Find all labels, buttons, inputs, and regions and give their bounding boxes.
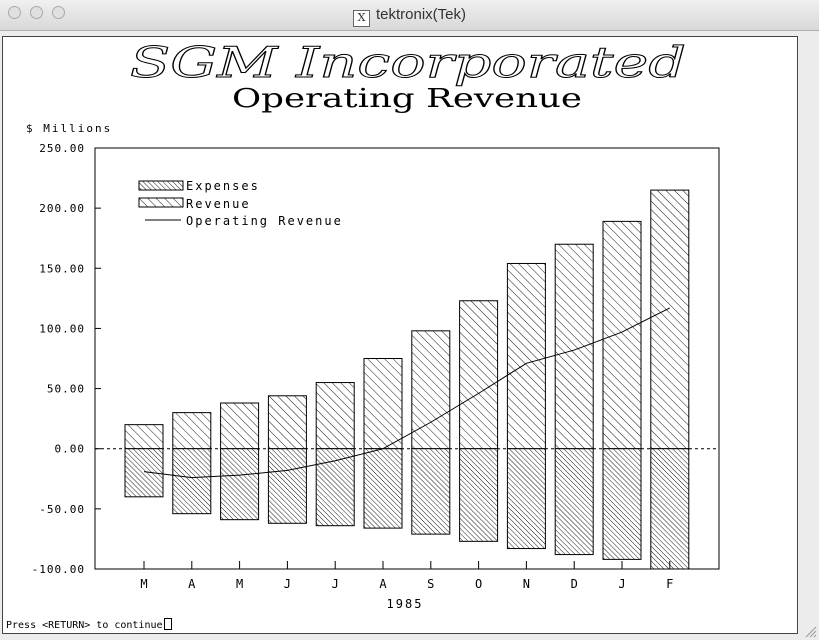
expenses-bar — [315, 448, 355, 527]
revenue-bar — [172, 412, 212, 450]
revenue-bar — [411, 330, 451, 450]
plot-area-frame — [94, 147, 720, 570]
expenses-bar — [554, 448, 594, 556]
revenue-bar — [650, 189, 690, 450]
revenue-bar — [363, 358, 403, 450]
expenses-bar — [363, 448, 403, 529]
bars — [124, 189, 690, 570]
y-tick-label: -100.00 — [32, 563, 85, 576]
revenue-bar — [315, 382, 355, 450]
revenue-bar — [602, 220, 642, 450]
legend-swatch-expenses — [138, 180, 184, 191]
x-axis-label: 1985 — [387, 597, 424, 611]
revenue-bar — [124, 424, 164, 450]
x-tick-label: S — [427, 577, 434, 591]
chart-subtitle: Operating Revenue — [232, 84, 582, 114]
x-window-icon: X — [352, 10, 370, 27]
y-tick-labels: 250.00 200.00 150.00 100.00 50.00 0.00 -50.00 -… — [32, 142, 101, 576]
y-tick-label: 250.00 — [39, 142, 85, 155]
x-tick-label: A — [379, 577, 387, 591]
y-tick-label: 50.00 — [47, 383, 85, 396]
legend-label-operating-revenue: Operating Revenue — [186, 214, 343, 228]
operating-revenue-line — [143, 307, 671, 479]
y-tick-label: 100.00 — [39, 322, 85, 335]
revenue-bar — [459, 300, 499, 450]
legend-swatch-revenue — [138, 197, 184, 208]
chart-title: SGM Incorporated — [130, 38, 686, 87]
revenue-chart: SGM Incorporated Operating Revenue $ Mil… — [26, 38, 720, 611]
revenue-bar — [220, 402, 260, 450]
legend-label-revenue: Revenue — [186, 197, 251, 211]
revenue-bar — [554, 243, 594, 450]
expenses-bar — [267, 448, 307, 524]
x-tick-label: O — [475, 577, 482, 591]
prompt-text: Press <RETURN> to continue — [6, 620, 163, 631]
expenses-bar — [220, 448, 260, 521]
x-tick-label: F — [666, 577, 673, 591]
x-tick-label: J — [284, 577, 291, 591]
window-title: tektronix(Tek) — [375, 6, 467, 23]
expenses-bar — [411, 448, 451, 535]
zoom-button[interactable] — [52, 6, 65, 19]
close-button[interactable] — [8, 6, 21, 19]
minimize-button[interactable] — [30, 6, 43, 19]
expenses-bar — [506, 448, 546, 550]
tek-terminal-canvas[interactable]: SGM Incorporated Operating Revenue $ Mil… — [2, 36, 798, 634]
y-tick-label: 200.00 — [39, 202, 85, 215]
x-tick-label: M — [236, 577, 243, 591]
x-tick-label: A — [188, 577, 196, 591]
expenses-bar — [459, 448, 499, 542]
text-cursor — [163, 618, 172, 630]
revenue-bar — [506, 262, 546, 450]
continue-prompt: Press <RETURN> to continue — [6, 618, 172, 631]
x-tick-label: N — [523, 577, 530, 591]
y-tick-label: 0.00 — [55, 443, 86, 456]
x-tick-label: M — [140, 577, 147, 591]
revenue-bar — [267, 395, 307, 450]
expenses-bar — [650, 448, 690, 570]
y-tick-label: 150.00 — [39, 262, 85, 275]
expenses-bar — [602, 448, 642, 560]
legend-label-expenses: Expenses — [186, 179, 260, 193]
x-tick-label: D — [571, 577, 578, 591]
x-tick-label: J — [332, 577, 339, 591]
y-axis-label: $ Millions — [26, 122, 112, 135]
expenses-bar — [172, 448, 212, 515]
legend: Expenses Revenue Operating Revenue — [138, 179, 343, 228]
resize-grip-icon[interactable] — [805, 626, 817, 638]
y-tick-label: -50.00 — [39, 503, 85, 516]
x-tick-label: J — [618, 577, 625, 591]
